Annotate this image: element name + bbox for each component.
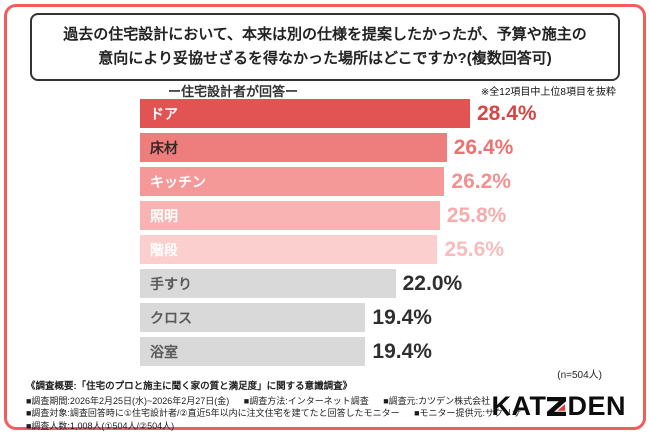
title-line-2: 意向により妥協せざるを得なかった場所はどこですか?(複数回答可) [98,50,552,67]
bar-category-label: 手すり [150,275,192,292]
bar-row: 浴室 19.4% [140,337,537,366]
bar-row: キッチン 26.2% [140,167,537,196]
logo-text-right: DEN [567,391,626,421]
bar: 床材 [140,133,447,162]
bar-category-label: 階段 [150,241,178,258]
title-line-1: 過去の住宅設計において、本来は別の仕様を提案したかったが、予算や施主の [63,26,587,43]
survey-target: ■調査対象:調査回答時に①住宅設計者/②直近5年以内に注文住宅を建てたと回答した… [26,408,400,419]
bar: 手すり [140,269,396,298]
bar-value-label: 25.6% [444,237,504,261]
bar: ドア [140,99,470,128]
bar-row: ドア 28.4% [140,99,537,128]
bar: クロス [140,303,366,332]
survey-overview-row-1: ■調査期間:2026年2月25日(水)~2026年2月27日(金) ■調査方法:… [26,396,531,408]
bar: キッチン [140,167,445,196]
bar: 照明 [140,201,440,230]
survey-count: ■調査人数:1,008人(①504人/②504人) [26,421,175,432]
survey-period: ■調査期間:2026年2月25日(水)~2026年2月27日(金) [26,395,230,406]
logo-text-left: KAT [491,391,547,421]
monitor-provider: ■モニター提供元:サクリサ [414,408,522,419]
survey-overview-row-2: ■調査対象:調査回答時に①住宅設計者/②直近5年以内に注文住宅を建てたと回答した… [26,408,531,420]
katzden-logo: KAT DEN [491,391,626,422]
survey-question-title: 過去の住宅設計において、本来は別の仕様を提案したかったが、予算や施主の 意向によ… [30,13,620,81]
bar: 浴室 [140,337,366,366]
bar-row: 照明 25.8% [140,201,537,230]
bar-chart: ドア 28.4% 床材 26.4% キッチン 26.2% 照明 25.8% 階段 25.6% 手すり… [140,99,537,371]
bar: 階段 [140,235,438,264]
bar-value-label: 19.4% [372,305,432,329]
bar-category-label: 浴室 [150,343,178,360]
survey-method: ■調査方法:インターネット調査 [243,395,369,406]
bar-row: クロス 19.4% [140,303,537,332]
bar-category-label: キッチン [150,173,206,190]
bar-value-label: 28.4% [477,101,537,125]
survey-source: ■調査元:カツデン株式会社 [383,395,491,406]
bar-row: 床材 26.4% [140,133,537,162]
bar-category-label: 床材 [150,139,178,156]
bar-value-label: 26.4% [453,135,514,159]
bar-category-label: ドア [150,105,178,122]
survey-overview: 《調査概要:「住宅のプロと施主に聞く家の質と満足度」に関する意識調査》 ■調査期… [26,381,531,434]
bar-row: 階段 25.6% [140,235,537,264]
survey-overview-row-3: ■調査人数:1,008人(①504人/②504人) [26,421,531,433]
logo-z-icon [547,397,567,416]
bar-value-label: 26.2% [451,169,511,193]
chart-subtitle: ー住宅設計者が回答ー [168,84,299,99]
survey-overview-heading: 《調査概要:「住宅のプロと施主に聞く家の質と満足度」に関する意識調査》 [26,381,353,392]
sample-size-label: (n=504人) [557,370,602,381]
bar-category-label: クロス [150,309,192,326]
bar-value-label: 25.8% [446,203,507,227]
bar-row: 手すり 22.0% [140,269,537,298]
bar-category-label: 照明 [150,207,178,224]
bar-value-label: 19.4% [372,339,432,363]
excerpt-note: ※全12項目中上位8項目を抜粋 [480,87,616,98]
bar-value-label: 22.0% [402,271,463,295]
